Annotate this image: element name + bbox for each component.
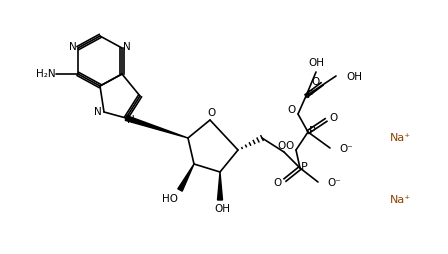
- Polygon shape: [178, 164, 194, 191]
- Text: H₂N: H₂N: [36, 69, 56, 79]
- Text: N: N: [123, 42, 131, 52]
- Text: O: O: [287, 105, 295, 115]
- Text: P: P: [301, 162, 307, 172]
- Text: O: O: [329, 113, 337, 123]
- Polygon shape: [217, 172, 223, 200]
- Text: N: N: [127, 115, 135, 125]
- Text: Na⁺: Na⁺: [389, 195, 410, 205]
- Text: O⁻: O⁻: [339, 144, 353, 154]
- Text: O: O: [207, 108, 215, 118]
- Text: OH: OH: [214, 204, 230, 214]
- Text: HO: HO: [162, 194, 178, 204]
- Polygon shape: [125, 116, 188, 138]
- Text: O: O: [311, 77, 319, 87]
- Text: O⁻: O⁻: [327, 178, 341, 188]
- Text: N: N: [94, 107, 102, 117]
- Text: OH: OH: [308, 58, 324, 68]
- Text: O: O: [274, 178, 282, 188]
- Text: O: O: [278, 141, 286, 151]
- Text: P: P: [306, 90, 313, 100]
- Text: O: O: [285, 141, 293, 151]
- Text: OH: OH: [346, 72, 362, 82]
- Text: Na⁺: Na⁺: [389, 133, 410, 143]
- Text: P: P: [309, 126, 315, 136]
- Text: N: N: [69, 42, 77, 52]
